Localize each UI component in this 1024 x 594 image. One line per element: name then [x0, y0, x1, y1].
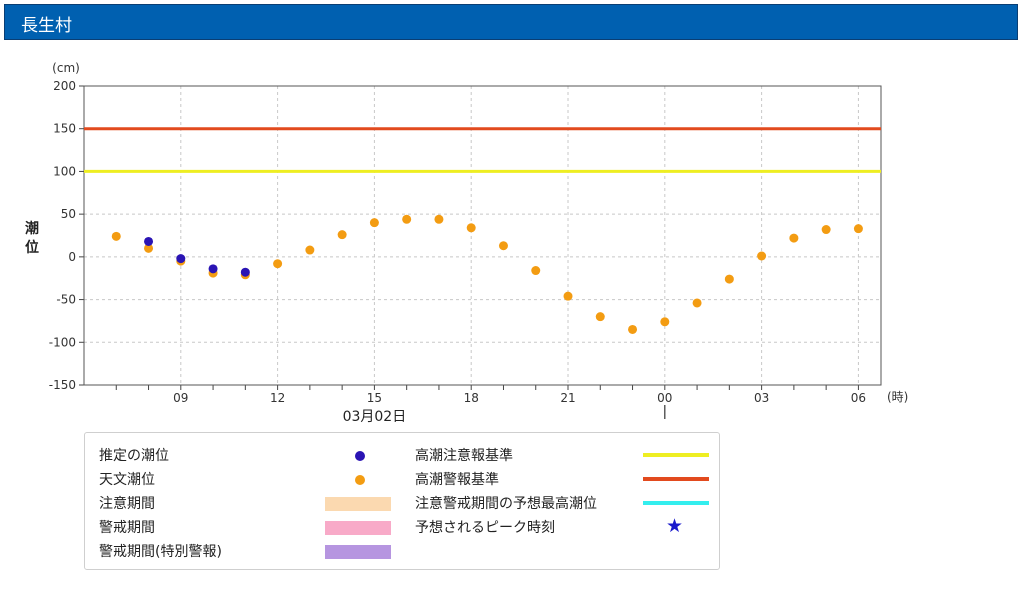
legend-warning-period-swatch: [325, 521, 391, 535]
astronomical-tide-point: [273, 259, 283, 269]
astronomical-tide-point: [305, 245, 315, 255]
page-header: 長生村: [4, 4, 1018, 40]
y-tick-label: 0: [68, 250, 76, 264]
y-tick-label: -150: [49, 378, 76, 392]
y-tick-label: -100: [49, 335, 76, 349]
astronomical-tide-point: [144, 243, 154, 253]
astronomical-tide-point: [724, 274, 734, 284]
estimated-tide-point: [208, 264, 218, 274]
y-axis-title: 潮位: [25, 220, 39, 256]
astronomical-tide-point: [821, 225, 831, 235]
legend-warning-level-line: [643, 477, 709, 481]
legend-astronomical-dot-icon: [355, 475, 365, 485]
estimated-tide-point: [240, 267, 250, 277]
astronomical-tide-point: [337, 230, 347, 240]
legend-estimated-dot-icon: [355, 451, 365, 461]
y-tick-label: -50: [56, 293, 76, 307]
astronomical-tide-point: [111, 231, 121, 241]
astronomical-tide-point: [563, 291, 573, 301]
astronomical-tide-point: [628, 324, 638, 334]
legend-label-caution-level: 高潮注意報基準: [415, 448, 513, 464]
legend-caution-period-swatch: [325, 497, 391, 511]
x-tick-label: 21: [560, 391, 575, 405]
y-tick-label: 100: [53, 164, 76, 178]
astronomical-tide-point: [692, 298, 702, 308]
y-unit-label: (cm): [52, 61, 80, 75]
date-label: 03月02日: [343, 409, 407, 425]
legend-label-special-warning-period: 警戒期間(特別警報): [99, 544, 222, 560]
y-tick-label: 50: [61, 207, 76, 221]
legend-label-caution-period: 注意期間: [99, 496, 155, 512]
tide-chart: -150 -100 -50 0 50 100 150 200 09 12 15 18 21 00 03 06 (…: [25, 61, 908, 425]
astronomical-tide-point: [466, 223, 476, 233]
legend-special-warning-period-swatch: [325, 545, 391, 559]
legend-label-astronomical: 天文潮位: [99, 472, 155, 488]
legend-label-warning-period: 警戒期間: [99, 520, 155, 536]
x-unit-label: (時): [887, 390, 908, 404]
legend-label-estimated: 推定の潮位: [99, 448, 169, 464]
estimated-tide-point: [176, 254, 186, 264]
legend-label-peak-time: 予想されるピーク時刻: [415, 520, 555, 536]
peak-star-icon: ★: [666, 515, 684, 537]
astronomical-tide-point: [402, 214, 412, 224]
astronomical-tide-point: [757, 251, 767, 261]
legend-forecast-peak-line: [643, 501, 709, 505]
plot-area-frame: [83, 85, 882, 386]
astronomical-tide-point: [660, 317, 670, 327]
legend-caution-level-line: [643, 453, 709, 457]
x-tick-label: 09: [173, 391, 188, 405]
chart-legend: 推定の潮位 天文潮位 注意期間 警戒期間 警戒期間(特別警報) 高潮注意報基準 …: [84, 432, 720, 570]
estimated-tide-point: [144, 236, 154, 246]
astronomical-tide-point: [369, 218, 379, 228]
astronomical-tide-point: [595, 312, 605, 322]
astronomical-tide-point: [853, 224, 863, 234]
x-tick-label: 15: [367, 391, 382, 405]
y-tick-label: 150: [53, 122, 76, 136]
x-tick-label: 00: [657, 391, 672, 405]
x-tick-label: 06: [851, 391, 866, 405]
astronomical-tide-point: [498, 241, 508, 251]
astronomical-tide-point: [531, 266, 541, 276]
page-title: 長生村: [21, 16, 72, 36]
astronomical-tide-point: [434, 214, 444, 224]
legend-label-warning-level: 高潮警報基準: [415, 472, 499, 488]
y-tick-label: 200: [53, 79, 76, 93]
x-tick-label: 12: [270, 391, 285, 405]
x-tick-label: 18: [464, 391, 479, 405]
x-tick-label: 03: [754, 391, 769, 405]
astronomical-tide-point: [789, 233, 799, 243]
legend-label-forecast-peak: 注意警戒期間の予想最高潮位: [415, 496, 597, 512]
